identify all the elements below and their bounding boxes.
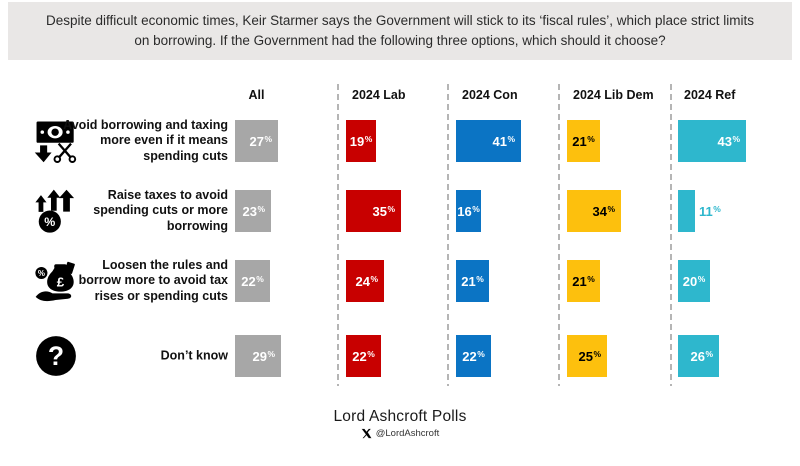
percent-sign: % — [587, 274, 595, 284]
bar-value-label: 16% — [457, 203, 480, 219]
percent-sign: % — [370, 274, 378, 284]
percent-sign: % — [477, 349, 485, 359]
option-label: Avoid borrowing and taxing more even if … — [63, 118, 228, 163]
tax-percent-up-icon: % — [35, 189, 75, 233]
bar-value-label: 19% — [349, 133, 373, 149]
percent-sign: % — [705, 349, 713, 359]
column-divider — [337, 84, 339, 386]
bar: 41% — [456, 120, 521, 162]
column-header: All — [248, 88, 265, 102]
option-label: Raise taxes to avoid spending cuts or mo… — [93, 188, 228, 233]
bar: 22% — [235, 260, 270, 302]
bar-value-label: 24% — [355, 273, 378, 289]
bar-value-label: 43% — [717, 133, 740, 149]
option-label: Loosen the rules and borrow more to avoi… — [78, 258, 228, 303]
bar: 19% — [346, 120, 376, 162]
bar-value-label: 35% — [372, 203, 395, 219]
money-bag-hand-icon: £ % — [35, 261, 75, 302]
column-header: 2024 Ref — [684, 88, 736, 102]
bar-value-label: 11% — [699, 203, 721, 219]
percent-sign: % — [476, 274, 484, 284]
percent-sign: % — [264, 134, 272, 144]
bar: 34% — [567, 190, 621, 232]
percent-sign: % — [607, 204, 615, 214]
bar: 16% — [456, 190, 481, 232]
column-divider — [558, 84, 560, 386]
footer: Lord Ashcroft Polls @LordAshcroft — [0, 408, 800, 439]
column-divider — [670, 84, 672, 386]
bar-value-label: 29% — [252, 348, 275, 364]
question-mark-icon: ? — [36, 336, 76, 376]
bar: 29% — [235, 335, 281, 377]
social-handle: @LordAshcroft — [0, 428, 800, 439]
bar: 26% — [678, 335, 719, 377]
svg-text:£: £ — [57, 274, 65, 289]
poll-question-box: Despite difficult economic times, Keir S… — [8, 2, 792, 60]
bar-value-label: 41% — [492, 133, 515, 149]
bar-value-label: 34% — [592, 203, 615, 219]
bar-value-label: 21% — [461, 273, 484, 289]
percent-sign: % — [364, 134, 373, 144]
column-header: 2024 Lab — [352, 88, 406, 102]
bar: 35% — [346, 190, 401, 232]
percent-sign: % — [713, 204, 721, 214]
brand-name: Lord Ashcroft Polls — [333, 408, 467, 425]
bar: 23% — [235, 190, 271, 232]
percent-sign: % — [732, 134, 740, 144]
bar-value-label: 22% — [462, 348, 485, 364]
bar-value-label: 27% — [249, 133, 272, 149]
bar-value-label: 21% — [572, 133, 595, 149]
option-label: Don’t know — [160, 348, 228, 363]
bar: 22% — [456, 335, 491, 377]
percent-sign: % — [697, 274, 706, 284]
poll-question-text: Despite difficult economic times, Keir S… — [46, 13, 754, 48]
bar: 21% — [567, 260, 600, 302]
bar-value-label: 21% — [572, 273, 595, 289]
percent-sign: % — [387, 204, 395, 214]
bar-value-label-outside: 11% — [699, 190, 721, 232]
bar: 25% — [567, 335, 607, 377]
banknote-scissors-icon — [34, 121, 77, 163]
bar-value-label: 23% — [242, 203, 265, 219]
bar-value-label: 22% — [352, 348, 375, 364]
percent-sign: % — [593, 349, 601, 359]
handle-text: @LordAshcroft — [375, 428, 440, 439]
bar: 21% — [567, 120, 600, 162]
svg-text:%: % — [38, 269, 45, 278]
percent-sign: % — [472, 204, 480, 214]
bar: 27% — [235, 120, 278, 162]
column-divider — [447, 84, 449, 386]
svg-text:?: ? — [48, 341, 64, 371]
bar: 24% — [346, 260, 384, 302]
bar — [678, 190, 695, 232]
bar-value-label: 25% — [578, 348, 601, 364]
bar-value-label: 20% — [682, 273, 706, 289]
percent-sign: % — [267, 349, 275, 359]
svg-text:%: % — [44, 215, 55, 229]
percent-sign: % — [257, 204, 265, 214]
column-header: 2024 Lib Dem — [573, 88, 654, 102]
x-logo-icon — [360, 428, 372, 439]
bar-value-label: 22% — [241, 273, 264, 289]
percent-sign: % — [507, 134, 515, 144]
percent-sign: % — [367, 349, 375, 359]
bar: 20% — [678, 260, 710, 302]
bar: 21% — [456, 260, 489, 302]
bar: 22% — [346, 335, 381, 377]
percent-sign: % — [587, 134, 595, 144]
bar-value-label: 26% — [690, 348, 713, 364]
bar: 43% — [678, 120, 746, 162]
percent-sign: % — [256, 274, 264, 284]
column-header: 2024 Con — [462, 88, 518, 102]
